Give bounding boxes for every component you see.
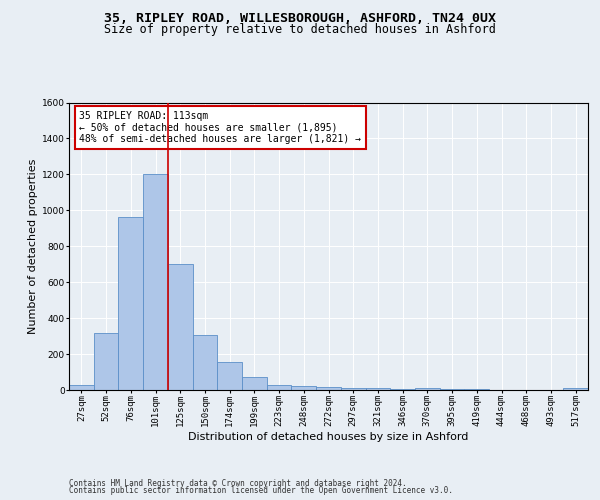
Text: Contains HM Land Registry data © Crown copyright and database right 2024.: Contains HM Land Registry data © Crown c… bbox=[69, 478, 407, 488]
Bar bbox=[143, 174, 168, 390]
Bar bbox=[365, 388, 390, 390]
Bar bbox=[168, 264, 193, 390]
Y-axis label: Number of detached properties: Number of detached properties bbox=[28, 158, 38, 334]
Bar bbox=[217, 362, 242, 390]
Bar bbox=[563, 388, 588, 390]
Text: Contains public sector information licensed under the Open Government Licence v3: Contains public sector information licen… bbox=[69, 486, 453, 495]
Text: Size of property relative to detached houses in Ashford: Size of property relative to detached ho… bbox=[104, 22, 496, 36]
Bar bbox=[242, 378, 267, 390]
Bar bbox=[440, 389, 464, 390]
Bar bbox=[316, 388, 341, 390]
Bar bbox=[341, 388, 365, 390]
Bar bbox=[390, 388, 415, 390]
Bar bbox=[267, 385, 292, 390]
Text: 35, RIPLEY ROAD, WILLESBOROUGH, ASHFORD, TN24 0UX: 35, RIPLEY ROAD, WILLESBOROUGH, ASHFORD,… bbox=[104, 12, 496, 26]
Bar bbox=[69, 385, 94, 390]
Bar bbox=[118, 216, 143, 390]
Bar bbox=[292, 386, 316, 390]
Bar bbox=[415, 388, 440, 390]
Bar bbox=[193, 335, 217, 390]
X-axis label: Distribution of detached houses by size in Ashford: Distribution of detached houses by size … bbox=[188, 432, 469, 442]
Text: 35 RIPLEY ROAD: 113sqm
← 50% of detached houses are smaller (1,895)
48% of semi-: 35 RIPLEY ROAD: 113sqm ← 50% of detached… bbox=[79, 111, 361, 144]
Bar bbox=[94, 332, 118, 390]
